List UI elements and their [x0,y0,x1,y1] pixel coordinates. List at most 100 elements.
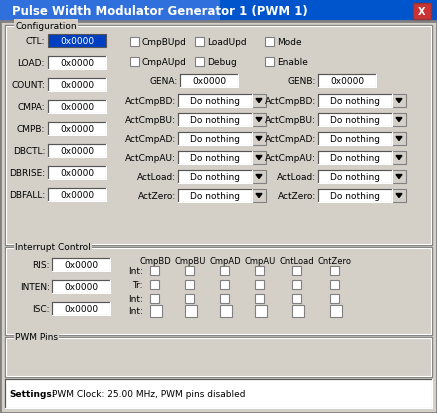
Text: Do nothing: Do nothing [190,135,240,144]
Polygon shape [396,175,402,179]
Polygon shape [256,156,262,160]
Bar [255,280,264,289]
Text: INTEN:: INTEN: [20,282,50,291]
Bar [220,305,232,317]
Bar [252,133,266,146]
Text: Int:: Int: [128,294,143,303]
Text: GENA:: GENA: [150,77,178,86]
Text: 0x0000: 0x0000 [60,125,94,134]
Bar [52,302,110,315]
Bar [48,57,106,70]
Bar [5,247,432,335]
Text: PWM Pins: PWM Pins [15,333,58,342]
Text: Do nothing: Do nothing [190,116,240,125]
Text: Do nothing: Do nothing [330,173,380,182]
Bar [265,38,274,47]
Bar [292,280,301,289]
Text: Do nothing: Do nothing [330,192,380,201]
Text: Mode: Mode [277,38,302,47]
Text: 0x0000: 0x0000 [60,103,94,112]
Bar [292,266,301,275]
Polygon shape [256,118,262,122]
Text: 0x0000: 0x0000 [60,37,94,46]
Bar [150,294,159,303]
Bar [150,280,159,289]
Text: CmpAUpd: CmpAUpd [142,58,187,67]
Bar [195,38,204,47]
Bar [48,166,106,180]
Bar [392,133,406,146]
Text: Int:: Int: [128,307,143,316]
Bar [392,171,406,183]
Bar [318,95,392,108]
Bar [220,294,229,303]
Text: ActLoad:: ActLoad: [277,173,316,182]
Bar [252,190,266,202]
Text: ActCmpAD:: ActCmpAD: [265,135,316,144]
Bar [48,189,106,202]
Bar [255,266,264,275]
Text: Int:: Int: [128,266,143,275]
Text: Debug: Debug [207,58,237,67]
Text: Do nothing: Do nothing [330,97,380,106]
Bar [195,58,204,67]
Text: 0x0000: 0x0000 [64,282,98,291]
Text: COUNT:: COUNT: [11,81,45,90]
Bar [130,38,139,47]
Text: CmpAU: CmpAU [244,257,276,266]
Bar [392,152,406,165]
Text: 0x0000: 0x0000 [60,190,94,199]
Text: Pulse Width Modulator Generator 1 (PWM 1): Pulse Width Modulator Generator 1 (PWM 1… [12,5,308,17]
Text: Do nothing: Do nothing [330,116,380,125]
Text: ActCmpBU:: ActCmpBU: [265,116,316,125]
Bar [6,338,431,376]
Text: CmpBUpd: CmpBUpd [142,38,187,47]
Polygon shape [256,99,262,103]
Bar [330,280,339,289]
Text: LOAD:: LOAD: [17,59,45,68]
Polygon shape [256,175,262,179]
Bar [392,114,406,127]
Bar [178,114,252,127]
Text: 0x0000: 0x0000 [60,59,94,68]
Bar [178,95,252,108]
Bar [130,58,139,67]
Bar [5,337,432,377]
Bar [413,4,431,20]
Text: Enable: Enable [277,58,308,67]
Bar [0,0,437,22]
Bar [252,152,266,165]
Bar [318,75,376,88]
Bar [6,248,431,334]
Bar [48,35,106,48]
Text: Configuration: Configuration [15,21,76,31]
Bar [48,101,106,114]
Text: ActCmpAD:: ActCmpAD: [125,135,176,144]
Text: ActCmpAU:: ActCmpAU: [265,154,316,163]
Text: Interrupt Control: Interrupt Control [15,243,91,252]
Text: 0x0000: 0x0000 [330,77,364,86]
Text: DBRISE:: DBRISE: [9,169,45,178]
Text: Settings:: Settings: [9,389,55,398]
Bar [292,305,304,317]
Text: Tr:: Tr: [132,280,143,289]
Text: ActLoad:: ActLoad: [137,173,176,182]
Bar [252,171,266,183]
Bar [185,280,194,289]
Bar [318,114,392,127]
Bar [185,266,194,275]
Text: Do nothing: Do nothing [190,173,240,182]
Text: CMPB:: CMPB: [17,125,45,134]
Text: Do nothing: Do nothing [330,135,380,144]
Polygon shape [396,137,402,141]
Text: LoadUpd: LoadUpd [207,38,246,47]
Text: ActCmpBD:: ActCmpBD: [125,97,176,106]
Text: 0x0000: 0x0000 [192,77,226,86]
Text: 0x0000: 0x0000 [60,169,94,178]
Bar [392,95,406,108]
Polygon shape [396,99,402,103]
Bar [0,0,220,22]
Bar [318,133,392,146]
Text: 0x0000: 0x0000 [64,304,98,313]
Bar [178,152,252,165]
